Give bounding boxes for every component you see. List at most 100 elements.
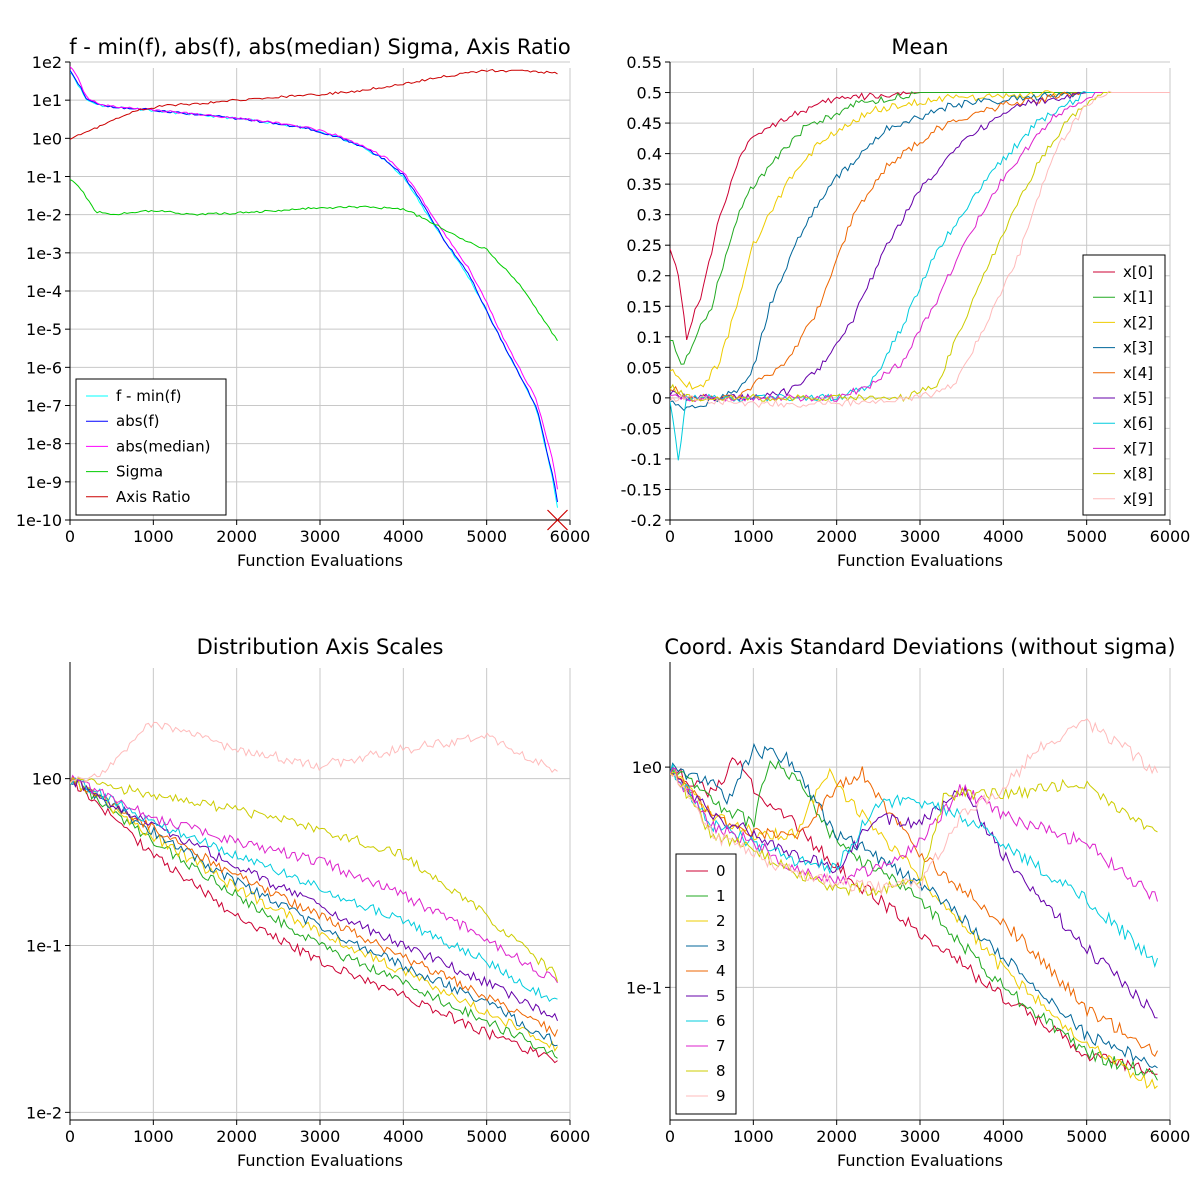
grid — [70, 668, 571, 1120]
y-tick-label: 1e0 — [32, 129, 62, 148]
series-line-4 — [70, 779, 558, 1047]
y-tick-label: 1e-4 — [26, 282, 62, 301]
y-tick-label: -0.15 — [621, 480, 662, 499]
x-tick-label: 4000 — [383, 1127, 424, 1146]
series-group — [670, 718, 1158, 1090]
x-tick-label: 3000 — [300, 527, 341, 546]
series-group — [70, 721, 558, 1064]
y-tick-label: 1e-1 — [26, 936, 62, 955]
chart-title: f - min(f), abs(f), abs(median) Sigma, A… — [69, 35, 571, 59]
legend-label: 0 — [716, 862, 726, 880]
y-tick-label: 1e-10 — [16, 511, 62, 530]
x-tick-label: 0 — [65, 1127, 75, 1146]
legend-label: 4 — [716, 962, 726, 980]
legend-label: 1 — [716, 887, 726, 905]
legend-box — [675, 853, 737, 1115]
series-line-9 — [670, 718, 1158, 896]
y-tick-label: 0.45 — [626, 114, 662, 133]
y-tick-label: 0 — [652, 389, 662, 408]
series-line-x[9] — [670, 90, 1170, 409]
x-tick-label: 1000 — [733, 527, 774, 546]
y-tick-label: 0.35 — [626, 175, 662, 194]
legend-label: 3 — [716, 937, 726, 955]
x-axis-label: Function Evaluations — [837, 1151, 1003, 1170]
legend-box — [1082, 254, 1166, 516]
chart-title: Coord. Axis Standard Deviations (without… — [664, 635, 1175, 659]
y-tick-label: 1e-2 — [26, 1103, 62, 1122]
x-tick-label: 5000 — [466, 1127, 507, 1146]
legend-label: f - min(f) — [116, 387, 182, 405]
series-line-0 — [670, 757, 1158, 1075]
series-line-Axis Ratio — [70, 68, 558, 140]
series-line-2 — [670, 767, 1158, 1090]
y-tick-label: 1e-7 — [26, 397, 62, 416]
series-line-7 — [670, 767, 1158, 902]
x-tick-label: 3000 — [900, 1127, 941, 1146]
chart-1: f - min(f), abs(f), abs(median) Sigma, A… — [16, 35, 591, 570]
x-tick-label: 2000 — [216, 1127, 257, 1146]
x-tick-label: 5000 — [1066, 527, 1107, 546]
y-tick-label: -0.05 — [621, 419, 662, 438]
series-line-8 — [70, 774, 558, 984]
x-tick-label: 1000 — [133, 527, 174, 546]
chart-3: Distribution Axis Scales 0 1000 2000 3000 400… — [26, 635, 590, 1170]
legend-label: x[1] — [1123, 288, 1153, 306]
x-tick-label: 3000 — [900, 527, 941, 546]
y-tick-label: 1e-6 — [26, 358, 62, 377]
series-line-6 — [70, 778, 558, 1021]
y-tick-label: 1e-8 — [26, 435, 62, 454]
x-tick-label: 0 — [65, 527, 75, 546]
legend-label: x[7] — [1123, 439, 1153, 457]
y-tick-label: 1e-3 — [26, 244, 62, 263]
legend-label: Sigma — [116, 463, 163, 481]
y-tick-label: 0.1 — [637, 328, 662, 347]
grid — [70, 61, 571, 521]
series-line-9 — [70, 776, 558, 982]
grid — [670, 668, 1171, 1120]
x-tick-label: 1000 — [133, 1127, 174, 1146]
x-tick-label: 4000 — [983, 1127, 1024, 1146]
series-line-4 — [670, 766, 1158, 1058]
legend-label: 7 — [716, 1037, 726, 1055]
chart-title: Distribution Axis Scales — [197, 635, 444, 659]
legend-label: abs(median) — [116, 437, 210, 455]
y-tick-label: 1e2 — [32, 53, 62, 72]
series-line-1 — [70, 775, 558, 1064]
x-tick-label: 3000 — [300, 1127, 341, 1146]
x-axis-label: Function Evaluations — [237, 1151, 403, 1170]
legend-label: x[3] — [1123, 339, 1153, 357]
y-tick-label: -0.2 — [631, 511, 662, 530]
x-tick-label: 2000 — [816, 1127, 857, 1146]
chart-2: Mean 0 1000 2000 3000 4000 5000 6000 0.55 0.5 0.45… — [621, 35, 1191, 570]
series-line-x[7] — [670, 92, 1170, 403]
legend-box — [75, 378, 227, 516]
y-tick-label: 1e-1 — [26, 168, 62, 187]
x-axis-label: Function Evaluations — [837, 551, 1003, 570]
y-tick-label: 0.05 — [626, 358, 662, 377]
legend-label: x[4] — [1123, 364, 1153, 382]
y-tick-label: 1e0 — [32, 770, 62, 789]
y-tick-label: 0.5 — [637, 84, 662, 103]
legend-label: 2 — [716, 912, 726, 930]
legend-label: x[8] — [1123, 465, 1153, 483]
x-tick-label: 6000 — [1150, 527, 1191, 546]
y-tick-label: 1e0 — [632, 758, 662, 777]
x-tick-label: 6000 — [550, 1127, 591, 1146]
series-line-5 — [70, 775, 558, 1038]
legend-label: 8 — [716, 1062, 726, 1080]
series-line-3 — [670, 742, 1158, 1069]
series-line-3 — [70, 778, 558, 1052]
series-line-abs(median) — [70, 66, 558, 490]
series-line-10 — [70, 721, 558, 784]
y-tick-label: 1e-1 — [626, 978, 662, 997]
x-axis-label: Function Evaluations — [237, 551, 403, 570]
y-tick-label: 1e1 — [32, 91, 62, 110]
chart-4: Coord. Axis Standard Deviations (without… — [626, 635, 1190, 1170]
series-line-2 — [70, 778, 558, 1059]
legend-label: x[6] — [1123, 414, 1153, 432]
x-tick-label: 6000 — [1150, 1127, 1191, 1146]
y-tick-label: 0.2 — [637, 267, 662, 286]
x-tick-label: 5000 — [466, 527, 507, 546]
x-tick-label: 2000 — [216, 527, 257, 546]
